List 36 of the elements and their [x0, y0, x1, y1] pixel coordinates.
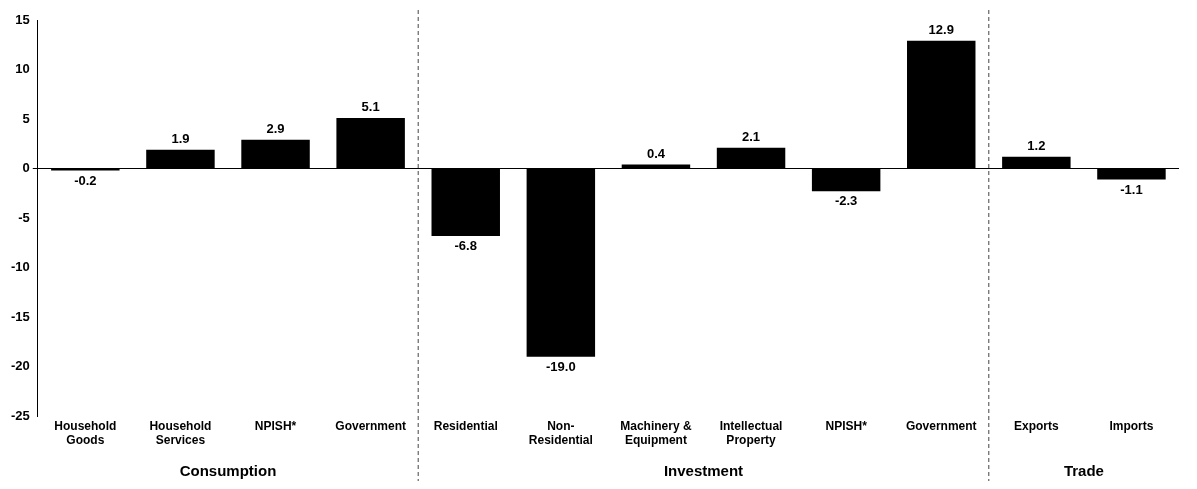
x-tick-label: Government	[905, 418, 977, 433]
x-tick-label: Non-Residential	[528, 418, 593, 448]
data-label: 2.1	[742, 128, 761, 144]
x-tick-label: Exports	[1014, 418, 1060, 433]
x-tick-label: Household Services	[149, 418, 212, 448]
text: Consumption	[179, 461, 277, 479]
y-tick-label: -10	[10, 259, 30, 275]
x-tick-label: Household Goods	[54, 418, 117, 448]
data-label: 0.4	[646, 145, 666, 161]
x-tick-label: Government	[335, 418, 406, 433]
y-tick-label: -20	[10, 358, 30, 374]
data-label: 1.2	[1027, 137, 1046, 153]
data-label: -0.2	[74, 172, 97, 188]
data-label: 1.9	[171, 130, 190, 146]
x-tick-label: Residential	[433, 418, 498, 433]
x-tick-label: Imports	[1109, 418, 1154, 433]
y-tick-label: 10	[15, 61, 30, 77]
data-label: 5.1	[361, 99, 380, 115]
data-label: 2.9	[266, 120, 285, 136]
x-tick-label: Intellectual Property	[719, 418, 783, 448]
y-tick-label: -5	[18, 209, 30, 225]
data-label: 12.9	[928, 21, 954, 37]
y-tick-label: -25	[10, 407, 30, 423]
data-label: -1.1	[1120, 181, 1143, 197]
y-tick-label: -15	[10, 308, 30, 324]
y-tick-label: 15	[15, 11, 30, 27]
text: Trade	[1063, 461, 1104, 479]
data-label: -6.8	[454, 238, 477, 254]
data-label: -2.3	[834, 193, 858, 209]
text: Investment	[663, 461, 744, 479]
x-tick-label: NPISH*	[254, 418, 297, 433]
y-tick-label: 5	[22, 110, 30, 126]
x-tick-label: Machinery & Equipment	[620, 418, 692, 448]
data-label: -19.0	[546, 358, 576, 374]
x-tick-label: NPISH*	[825, 418, 868, 433]
y-tick-label: 0	[22, 160, 30, 176]
